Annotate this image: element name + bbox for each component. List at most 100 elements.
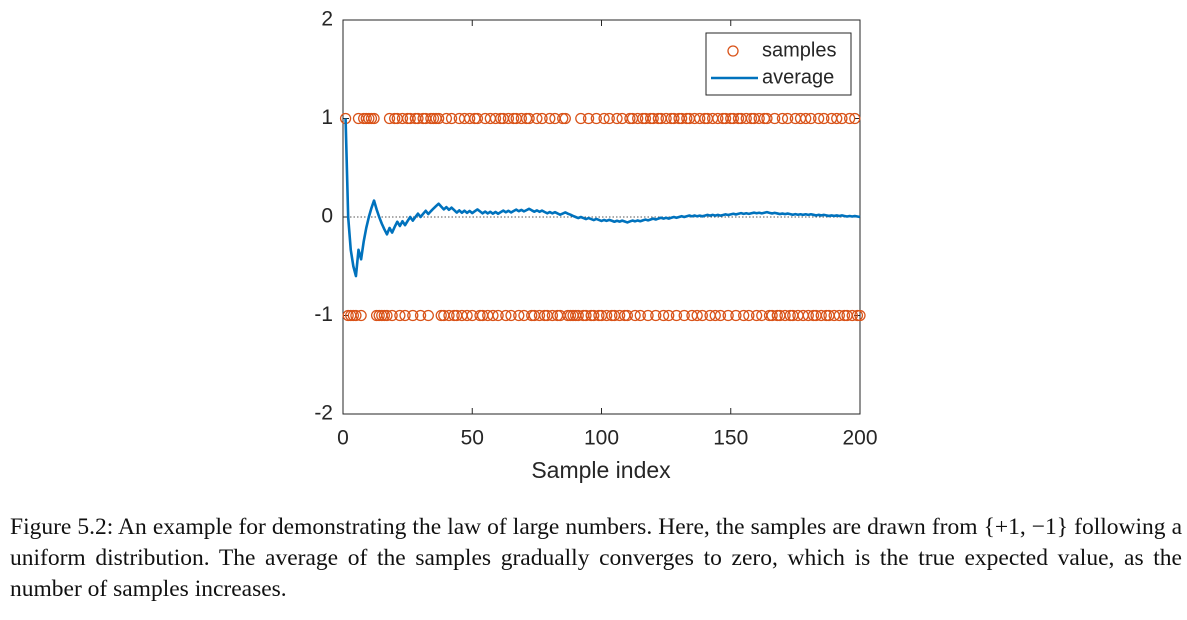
sample-marker [805,112,817,125]
x-axis-label: Sample index [531,457,671,483]
sample-marker [598,112,610,125]
sample-marker [660,112,672,125]
sample-marker [727,112,739,125]
figure-caption: Figure 5.2: An example for demonstrating… [10,514,1182,602]
legend-label: average [762,66,834,88]
sample-marker [412,112,424,125]
sample-marker [489,112,502,125]
sample-marker [601,309,613,322]
sample-marker [559,112,571,125]
x-tick-label: 200 [842,427,877,450]
sample-marker [831,112,843,125]
sample-marker [461,309,473,322]
sample-marker [639,112,652,125]
x-tick-label: 0 [337,427,349,450]
sample-marker [678,309,690,322]
sample-marker [350,309,362,322]
sample-marker [471,112,484,125]
sample-marker [546,309,559,322]
sample-marker [613,309,626,322]
y-tick-label: 2 [321,8,333,31]
sample-marker [515,112,528,125]
sample-marker [582,112,595,125]
sample-marker [800,112,812,125]
sample-marker [629,309,641,322]
sample-marker [657,309,670,322]
sample-marker [753,112,765,125]
sample-marker [502,112,515,125]
sample-marker [621,309,633,322]
sample-marker [694,112,706,125]
sample-marker [422,309,434,322]
sample-marker [523,112,535,125]
x-tick-label: 150 [713,427,748,450]
sample-marker [544,112,556,125]
sample-marker [712,112,724,125]
sample-marker [634,309,646,322]
sample-marker [691,309,703,322]
legend-label: samples [762,39,836,61]
sample-marker [386,309,398,322]
sample-marker [536,112,548,125]
sample-marker [381,309,393,322]
sample-marker [414,309,427,322]
sample-marker [440,112,453,125]
sample-marker [572,309,584,322]
sample-marker [531,112,543,125]
sample-marker [611,112,623,125]
sample-marker [750,309,763,322]
sample-marker [647,112,659,125]
legend-box [705,32,852,96]
sample-marker [642,309,654,322]
y-tick-label: -1 [314,303,333,326]
sample-marker [714,309,727,322]
sample-marker [722,309,734,322]
sample-marker [492,309,504,322]
y-tick-label: 1 [321,106,333,129]
sample-marker [445,112,458,125]
sample-marker [815,309,827,322]
sample-marker [812,112,825,125]
sample-marker [533,309,546,322]
sample-marker [766,309,778,322]
sample-marker [743,309,755,322]
sample-marker [650,309,662,322]
sample-marker [590,112,602,125]
sample-marker [396,112,409,125]
sample-marker [854,309,866,322]
sample-marker [781,112,794,125]
sample-marker [513,309,525,322]
sample-marker [432,112,445,125]
sample-marker [668,112,680,125]
average-line [344,118,861,278]
sample-marker [849,112,861,125]
sample-marker [836,112,848,125]
y-tick-label: 0 [321,205,333,228]
sample-marker [833,309,845,322]
sample-marker [487,309,499,322]
legend-marker [727,45,739,57]
sample-marker [505,309,517,322]
sample-marker [719,112,732,125]
sample-marker [580,309,592,322]
sample-marker [632,112,644,125]
sample-marker [709,309,721,322]
sample-marker [776,112,789,125]
sample-marker [355,309,367,322]
sample-marker [730,309,742,322]
sample-marker [500,309,512,322]
sample-marker [769,112,781,125]
sample-marker [464,112,476,125]
sample-marker [779,309,791,322]
sample-marker [394,309,406,322]
sample-marker [588,309,600,322]
y-tick-label: -2 [314,402,333,425]
sample-marker [404,112,416,125]
sample-marker [738,309,750,322]
sample-marker [696,309,708,322]
x-tick-label: 50 [461,427,484,450]
sample-marker [675,112,688,125]
sample-marker [740,112,752,125]
sample-marker [407,309,419,322]
